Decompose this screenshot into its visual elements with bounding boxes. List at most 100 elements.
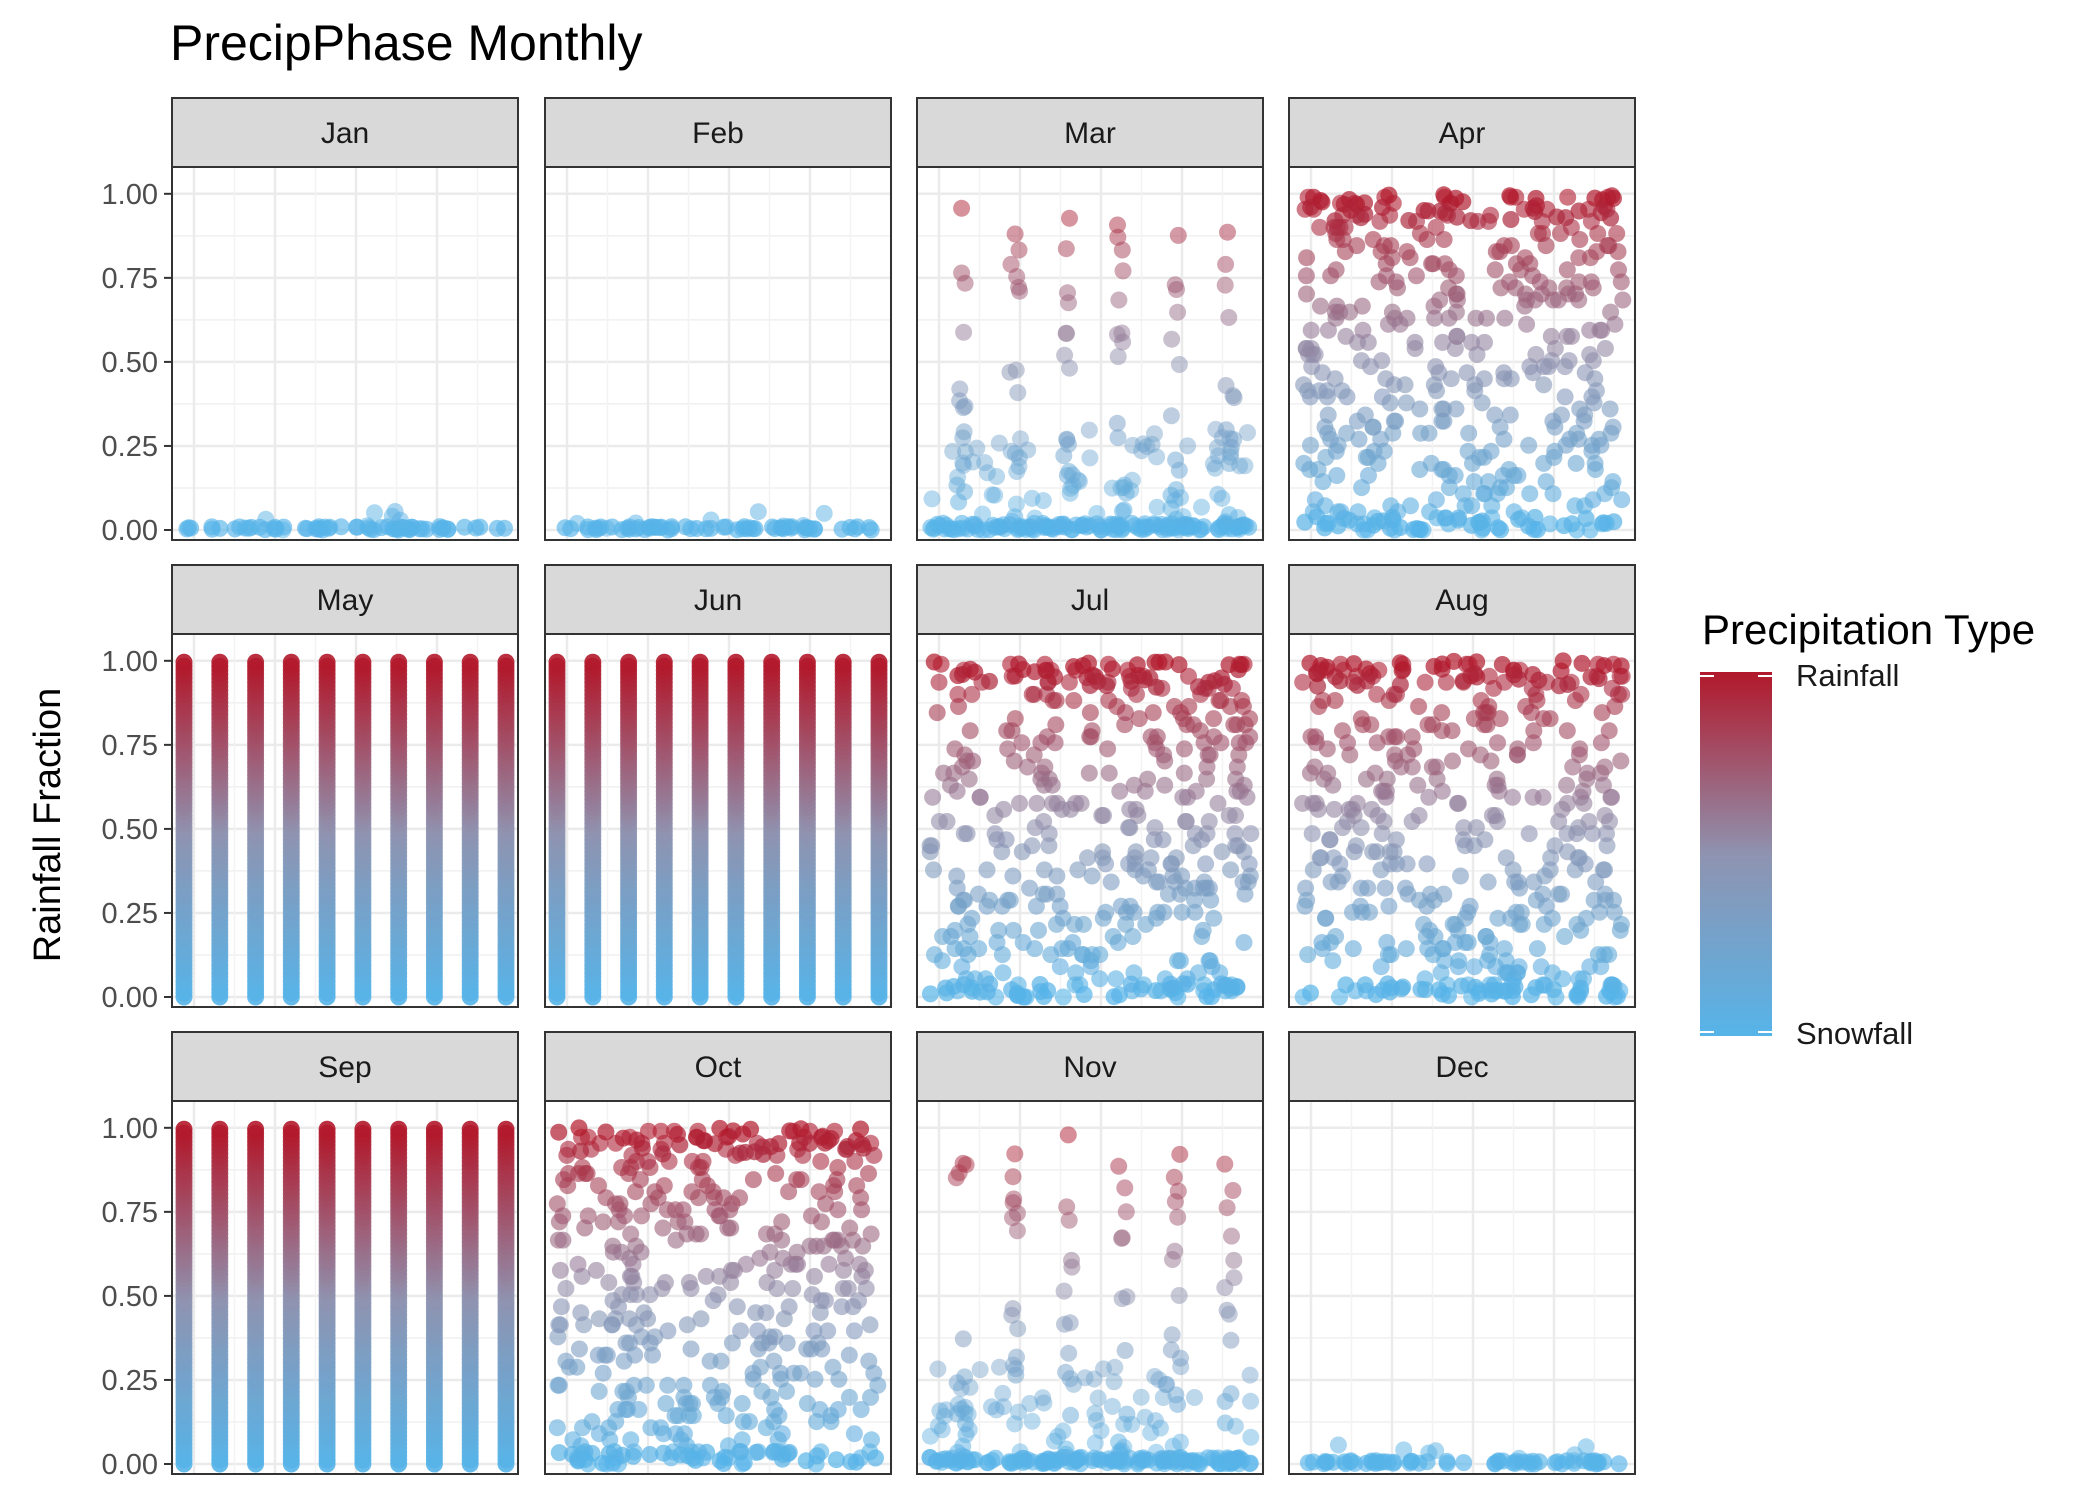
data-point [862, 521, 880, 539]
data-point [1146, 425, 1163, 443]
data-point [1175, 740, 1193, 758]
data-point [1321, 831, 1339, 849]
y-tick-label: 0.00 [102, 1449, 158, 1481]
data-point [1486, 261, 1504, 279]
facet-points [175, 653, 515, 1006]
data-point [1133, 442, 1151, 460]
data-point [1002, 255, 1020, 273]
data-point [425, 653, 443, 671]
data-point [1312, 297, 1329, 315]
facet-strip-label: Jun [694, 584, 742, 617]
data-point [742, 1120, 760, 1138]
data-point [819, 1322, 837, 1340]
data-point [801, 1134, 819, 1152]
data-point [1213, 843, 1231, 861]
data-point [1162, 407, 1180, 425]
facet-panel-border [171, 633, 519, 1008]
data-point [949, 685, 967, 703]
data-point [1550, 677, 1568, 695]
data-point [1434, 333, 1452, 351]
data-point [798, 653, 816, 671]
data-point [1352, 710, 1370, 728]
data-point [1342, 201, 1360, 219]
data-point [548, 653, 566, 671]
data-point [682, 1340, 700, 1358]
facet-panel-bg [172, 634, 518, 1007]
data-point [1061, 359, 1078, 377]
data-point [810, 1183, 828, 1201]
data-point [666, 1407, 684, 1425]
data-point [766, 1261, 784, 1279]
data-point [1072, 794, 1090, 812]
data-point [1089, 672, 1107, 690]
data-point [1440, 279, 1458, 297]
data-point [1095, 807, 1112, 824]
data-point [1179, 975, 1197, 993]
data-point [715, 1455, 733, 1472]
data-point [733, 1395, 751, 1412]
data-point [1233, 692, 1251, 709]
data-point [1454, 831, 1472, 849]
facet-points [548, 1119, 887, 1473]
data-point [1596, 885, 1614, 903]
data-point [1489, 734, 1506, 752]
data-point [1532, 958, 1550, 976]
data-point [590, 1177, 607, 1195]
data-point [1147, 982, 1165, 1000]
data-point [860, 1165, 877, 1182]
data-point [1554, 652, 1572, 670]
data-point [1079, 849, 1096, 867]
data-point [848, 1177, 866, 1195]
data-point [1186, 825, 1204, 843]
data-point [576, 1451, 594, 1469]
data-point [587, 1261, 605, 1279]
data-point [1560, 352, 1578, 370]
data-point [1179, 437, 1197, 455]
data-point [178, 520, 196, 538]
data-point [589, 1346, 607, 1364]
data-point [1091, 970, 1109, 988]
data-point [1506, 978, 1524, 996]
data-point [1297, 267, 1315, 285]
data-point [1604, 473, 1622, 491]
data-point [548, 1195, 566, 1213]
data-point [1102, 873, 1120, 891]
data-point [1452, 977, 1470, 995]
data-point [1558, 327, 1576, 345]
data-point [1209, 794, 1227, 812]
data-point [850, 1292, 867, 1310]
data-point [570, 1119, 588, 1137]
data-point [425, 1120, 443, 1138]
data-point [1098, 518, 1116, 536]
data-point [1296, 513, 1314, 531]
data-point [236, 519, 254, 537]
data-point [762, 1138, 780, 1156]
y-tick-label: 0.75 [102, 1197, 158, 1229]
data-point [622, 1431, 640, 1449]
data-point [803, 1286, 821, 1304]
data-point [840, 1388, 858, 1406]
data-point [806, 1370, 824, 1388]
data-point [1398, 855, 1416, 873]
data-point [1166, 276, 1184, 294]
data-point [1504, 788, 1521, 806]
data-point [390, 653, 408, 671]
data-point [1455, 819, 1473, 837]
data-point [1306, 758, 1324, 776]
data-point [1311, 218, 1329, 236]
data-point [687, 1451, 704, 1469]
data-point [1067, 516, 1085, 534]
data-point [1470, 984, 1488, 1002]
data-point [1169, 303, 1187, 321]
facet-points [556, 503, 880, 539]
data-point [1117, 915, 1135, 933]
data-point [1603, 679, 1621, 697]
data-point [1421, 885, 1439, 903]
data-point [697, 1267, 715, 1285]
data-point [1400, 212, 1418, 229]
facet-panel-border [171, 1100, 519, 1475]
data-point [1614, 291, 1632, 309]
data-point [925, 861, 942, 879]
data-point [1054, 988, 1072, 1006]
data-point [655, 1177, 673, 1195]
